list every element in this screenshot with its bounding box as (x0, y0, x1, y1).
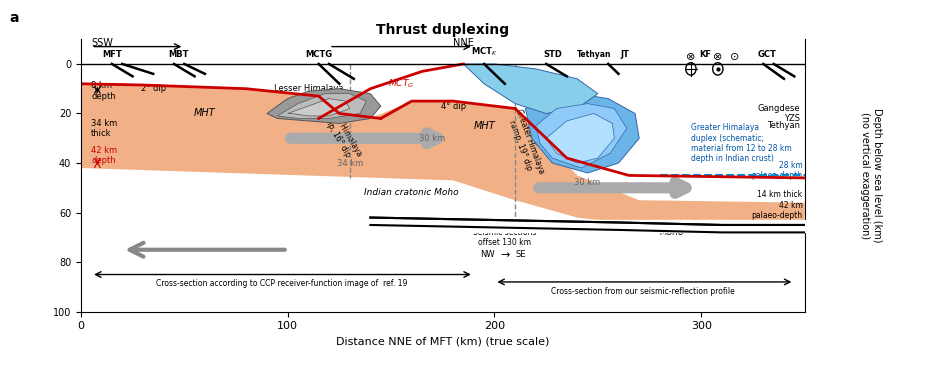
Text: MCT$_K$: MCT$_K$ (471, 45, 497, 58)
Text: YZS: YZS (784, 114, 801, 123)
Text: MHT: MHT (194, 109, 216, 118)
Text: MHT: MHT (473, 121, 495, 131)
Text: SE: SE (515, 250, 526, 259)
Text: SSW: SSW (92, 38, 113, 48)
Text: 28 km
palaeo-depth: 28 km palaeo-depth (751, 161, 802, 180)
Polygon shape (526, 94, 639, 173)
Polygon shape (547, 114, 615, 163)
Text: 42 km
depth: 42 km depth (92, 146, 117, 165)
Polygon shape (278, 94, 366, 118)
Text: 2° dip: 2° dip (141, 84, 166, 93)
Text: NW: NW (480, 250, 495, 259)
Text: Greater Himalayan
crystallines: Greater Himalayan crystallines (510, 84, 582, 103)
Polygon shape (464, 64, 598, 114)
Title: Thrust duplexing: Thrust duplexing (377, 22, 510, 37)
Text: 8 km
depth: 8 km depth (92, 82, 116, 101)
Text: Seismic sections
offset 130 km: Seismic sections offset 130 km (473, 228, 536, 247)
Text: MFT: MFT (102, 50, 122, 59)
Text: GCT: GCT (758, 50, 777, 59)
Text: →: → (500, 250, 510, 260)
Text: Greater Himalaya
ramp, 19° dip: Greater Himalaya ramp, 19° dip (505, 108, 547, 179)
Text: Cross-section according to CCP receiver-function image of  ref. 19: Cross-section according to CCP receiver-… (156, 280, 407, 288)
Polygon shape (536, 104, 627, 168)
Text: 14 km thick
42 km
palaeo-depth: 14 km thick 42 km palaeo-depth (751, 190, 802, 220)
Text: ⊗: ⊗ (713, 51, 722, 61)
Text: Tethyan: Tethyan (577, 50, 611, 59)
Text: STD: STD (543, 50, 562, 59)
Text: MBT: MBT (168, 50, 188, 59)
Text: Gangdese: Gangdese (758, 104, 801, 113)
Text: 4° dip: 4° dip (441, 102, 465, 110)
Text: Greater Himalaya
duplex (schematic;
material from 12 to 28 km
depth in Indian cr: Greater Himalaya duplex (schematic; mate… (691, 123, 792, 163)
Text: Indian cratonic Moho: Indian cratonic Moho (364, 188, 459, 197)
Text: MCT$_G$: MCT$_G$ (388, 77, 414, 90)
Text: 34 km
thick: 34 km thick (92, 118, 117, 138)
Text: GMD: GMD (525, 79, 547, 88)
Text: MCTG: MCTG (305, 50, 332, 59)
Text: 30 km: 30 km (574, 178, 600, 187)
Text: ⊗: ⊗ (686, 51, 696, 61)
Text: Lesser Himalaya
duplex
(schematic): Lesser Himalaya duplex (schematic) (274, 84, 343, 114)
Text: a: a (9, 11, 19, 26)
Text: 34 km: 34 km (337, 158, 362, 168)
Polygon shape (288, 99, 349, 116)
Text: NNE: NNE (453, 38, 474, 48)
Text: ⊙: ⊙ (730, 51, 739, 61)
Text: Cross-section from our seismic-reflection profile: Cross-section from our seismic-reflectio… (551, 287, 735, 296)
Polygon shape (267, 89, 380, 123)
Text: JT: JT (620, 50, 629, 59)
Text: 30 km: 30 km (419, 134, 446, 143)
Text: KF: KF (700, 50, 712, 59)
Y-axis label: Depth below sea level (km)
(no vertical exaggeration): Depth below sea level (km) (no vertical … (860, 108, 882, 243)
X-axis label: Distance NNE of MFT (km) (true scale): Distance NNE of MFT (km) (true scale) (336, 337, 549, 347)
Text: Tethyan: Tethyan (767, 122, 801, 130)
Text: Lesser Himalaya
ramp, 16° dip: Lesser Himalaya ramp, 16° dip (315, 99, 363, 163)
Text: Moho: Moho (660, 228, 684, 237)
Polygon shape (81, 84, 804, 225)
